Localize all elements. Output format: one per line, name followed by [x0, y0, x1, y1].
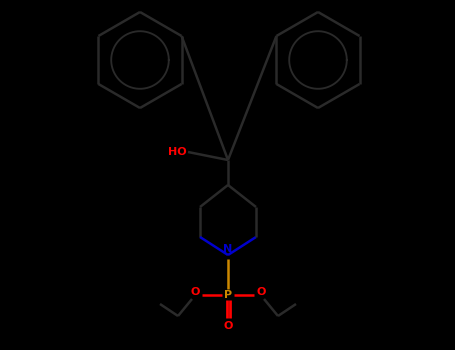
Text: HO: HO	[168, 147, 187, 157]
Text: O: O	[190, 287, 200, 297]
Text: N: N	[223, 244, 233, 254]
Text: P: P	[224, 290, 232, 300]
Text: O: O	[256, 287, 266, 297]
Text: O: O	[223, 321, 233, 331]
